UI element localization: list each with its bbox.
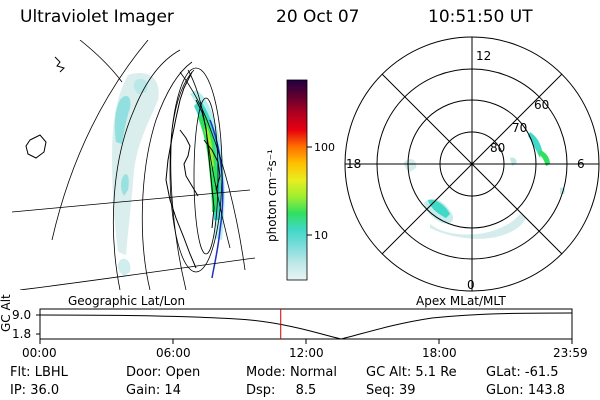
info-door: Door: Open (126, 365, 201, 380)
geo-panel-label: Geographic Lat/Lon (68, 294, 186, 308)
info-mode: Mode: Normal (246, 365, 337, 380)
info-dsp: Dsp: 8.5 (246, 383, 317, 398)
mlt-label-18: 18 (346, 157, 361, 171)
instrument-title: Ultraviolet Imager (20, 7, 174, 27)
info-glon: GLon: 143.8 (486, 383, 566, 398)
altitude-curve (39, 312, 573, 340)
info-ip: IP: 36.0 (10, 383, 60, 398)
cb-tick-label-10: 10 (314, 229, 328, 242)
x-tick-label-1200: 12:00 (289, 346, 324, 360)
coastlines (25, 56, 221, 269)
date-label: 20 Oct 07 (276, 7, 360, 27)
time-label: 10:51:50 UT (428, 7, 533, 27)
x-tick-label-2359: 23:59 (553, 346, 588, 360)
color-scale: 100 10 photon cm⁻²s⁻¹ (265, 79, 335, 281)
color-scale-bar (286, 79, 308, 281)
mlat-label-60: 60 (534, 98, 549, 112)
mlt-label-6: 6 (577, 157, 585, 171)
cb-tick-label-100: 100 (314, 141, 335, 154)
mlat-label-80: 80 (490, 141, 505, 155)
x-tick-label-0000: 00:00 (22, 346, 57, 360)
y-tick-label-9: 9.0 (12, 308, 32, 322)
mlat-label-70: 70 (512, 121, 527, 135)
polar-grid (344, 36, 600, 292)
polar-plot: 12 18 6 0 60 70 80 (344, 36, 600, 292)
mlt-label-0: 0 (467, 278, 475, 292)
altitude-timeline (36, 308, 573, 344)
mlt-label-12: 12 (476, 49, 491, 63)
x-ticks (39, 339, 573, 344)
polar-panel-label: Apex MLat/MLT (416, 294, 506, 308)
x-tick-label-1800: 18:00 (422, 346, 457, 360)
cb-unit-label: photon cm⁻²s⁻¹ (265, 149, 279, 242)
geo-graticule (11, 40, 255, 290)
info-flt: Flt: LBHL (10, 365, 68, 380)
info-glat: GLat: -61.5 (486, 365, 559, 380)
info-gain: Gain: 14 (126, 383, 181, 398)
info-gc-alt: GC Alt: 5.1 Re (366, 365, 457, 380)
polar-aurora (404, 132, 565, 239)
geographic-map (11, 40, 255, 290)
geo-aurora-arc (190, 90, 225, 240)
geo-aurora-diffuse (112, 72, 159, 276)
x-tick-label-0600: 06:00 (156, 346, 191, 360)
y-tick-label-1-8: 1.8 (12, 327, 32, 341)
info-seq: Seq: 39 (366, 383, 416, 398)
